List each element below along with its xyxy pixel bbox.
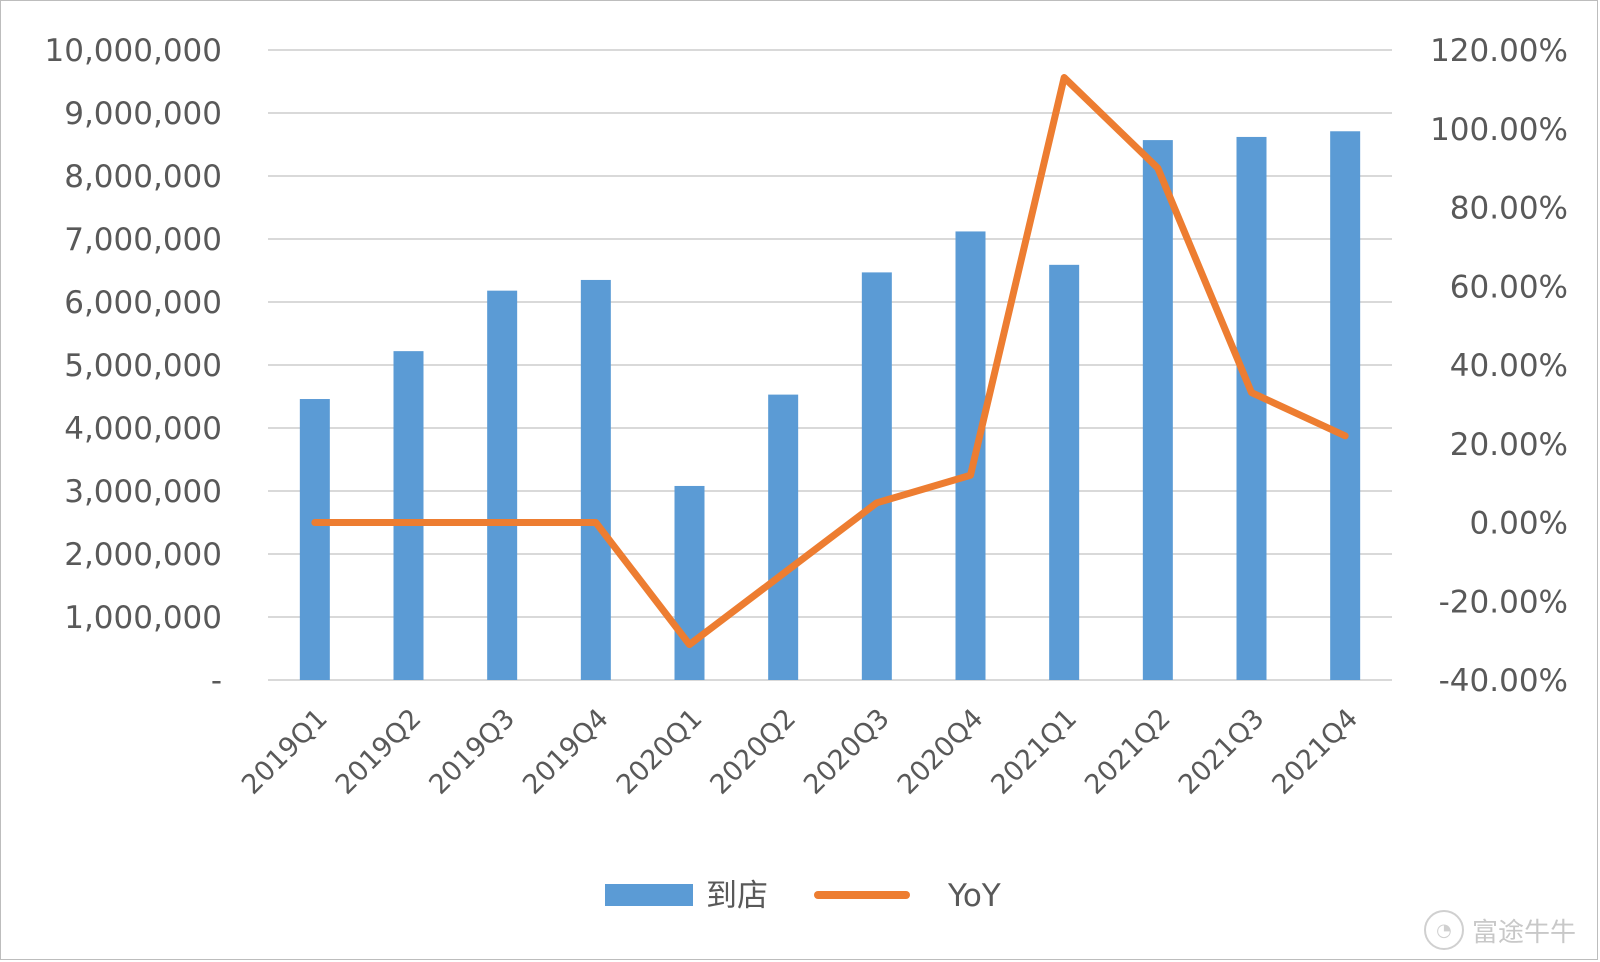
left-tick-label: 1,000,000 [64,600,222,636]
right-tick-label: 60.00% [1450,269,1568,305]
bar-series [299,131,1361,681]
bar [674,485,705,680]
x-tick-label: 2021Q4 [1266,703,1364,801]
legend-label-line: YoY [947,878,1001,914]
left-tick-label: 2,000,000 [64,537,222,573]
right-axis-ticks: -40.00% -20.00% 0.00% 20.00% 40.00% 60.00% 80.… [1430,33,1568,699]
line-series [311,74,1349,649]
yoy-point [782,573,784,575]
x-tick-label: 2020Q4 [892,703,990,801]
x-axis-ticks: 2019Q12019Q22019Q32019Q42020Q12020Q22020… [236,703,1364,801]
yoy-point [970,474,971,476]
x-tick-label: 2021Q1 [985,703,1083,801]
left-tick-label: 8,000,000 [64,159,222,195]
left-tick-label: 7,000,000 [64,222,222,258]
yoy-line [311,74,1349,649]
yoy-point [1157,167,1159,169]
bar [768,394,799,680]
yoy-point [595,522,597,523]
left-tick-label: 10,000,000 [45,33,223,69]
x-tick-label: 2020Q3 [798,703,896,801]
yoy-point [314,522,316,523]
x-tick-label: 2021Q2 [1079,703,1177,801]
right-tick-label: 40.00% [1450,348,1568,384]
yoy-point [1063,77,1065,79]
yoy-point [1344,435,1346,437]
bar [393,351,424,680]
left-tick-label: 9,000,000 [64,96,222,132]
right-tick-label: 20.00% [1450,427,1568,463]
legend: 到店 YoY [605,878,1001,914]
right-tick-label: -40.00% [1439,663,1568,699]
bar [580,279,611,680]
x-tick-label: 2020Q1 [611,703,709,801]
bar [861,272,892,680]
x-tick-label: 2021Q3 [1173,703,1271,801]
watermark: ◔ 富途牛牛 [1423,910,1576,950]
watermark-text: 富途牛牛 [1471,917,1576,948]
right-tick-label: -20.00% [1439,584,1568,620]
x-tick-label: 2019Q2 [330,703,428,801]
futu-logo-icon: ◔ [1423,910,1464,950]
yoy-point [876,502,878,504]
left-tick-label: 4,000,000 [64,411,222,447]
right-tick-label: 0.00% [1470,506,1568,542]
left-tick-label: 5,000,000 [64,348,222,384]
bar [1236,136,1267,680]
gridlines [268,49,1392,681]
bar [1330,131,1361,680]
right-tick-label: 120.00% [1430,33,1568,69]
right-tick-label: 100.00% [1430,112,1568,148]
bar [1142,140,1173,681]
yoy-point [1251,392,1252,394]
x-tick-label: 2019Q4 [517,703,615,801]
left-tick-label: 6,000,000 [64,285,222,321]
x-tick-label: 2020Q2 [704,703,802,801]
left-tick-label: 3,000,000 [64,474,222,510]
yoy-point [501,522,503,523]
x-tick-label: 2019Q3 [423,703,521,801]
yoy-point [689,644,690,646]
legend-label-bar: 到店 [706,878,768,914]
bar [487,290,518,680]
right-tick-label: 80.00% [1450,191,1568,227]
bar [1049,264,1080,680]
left-axis-ticks: - 1,000,000 2,000,000 3,000,000 4,000,000 5,0… [45,33,223,699]
legend-swatch-bar [605,884,693,906]
bar [955,231,986,680]
left-tick-label: - [211,663,222,699]
x-tick-label: 2019Q1 [236,703,334,801]
bar [299,399,330,680]
yoy-point [408,522,409,523]
